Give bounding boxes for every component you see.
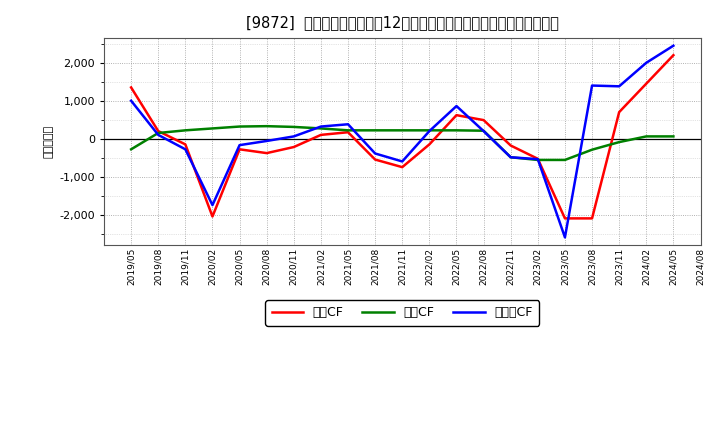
フリーCF bbox=[343, 121, 352, 127]
営業CF bbox=[480, 117, 488, 123]
フリーCF bbox=[506, 154, 515, 160]
Legend: 営業CF, 投資CF, フリーCF: 営業CF, 投資CF, フリーCF bbox=[265, 300, 539, 326]
投資CF bbox=[534, 157, 542, 162]
Y-axis label: （百万円）: （百万円） bbox=[44, 125, 54, 158]
フリーCF bbox=[262, 138, 271, 143]
営業CF bbox=[127, 85, 135, 90]
投資CF bbox=[669, 134, 678, 139]
営業CF bbox=[262, 150, 271, 156]
フリーCF bbox=[289, 134, 298, 139]
投資CF bbox=[588, 147, 596, 152]
営業CF bbox=[615, 110, 624, 115]
営業CF bbox=[642, 81, 651, 86]
フリーCF bbox=[642, 60, 651, 66]
Line: フリーCF: フリーCF bbox=[131, 46, 673, 237]
営業CF bbox=[371, 157, 379, 162]
フリーCF bbox=[561, 235, 570, 240]
Title: [9872]  キャッシュフローの12か月移動合計の対前年同期増減額の推移: [9872] キャッシュフローの12か月移動合計の対前年同期増減額の推移 bbox=[246, 15, 559, 30]
フリーCF bbox=[588, 83, 596, 88]
営業CF bbox=[343, 130, 352, 135]
投資CF bbox=[506, 154, 515, 160]
投資CF bbox=[127, 147, 135, 152]
フリーCF bbox=[371, 151, 379, 156]
投資CF bbox=[154, 130, 163, 136]
営業CF bbox=[289, 144, 298, 150]
フリーCF bbox=[425, 128, 433, 134]
フリーCF bbox=[398, 159, 407, 164]
投資CF bbox=[208, 126, 217, 131]
営業CF bbox=[561, 216, 570, 221]
投資CF bbox=[343, 128, 352, 133]
フリーCF bbox=[534, 157, 542, 162]
フリーCF bbox=[317, 124, 325, 129]
フリーCF bbox=[615, 84, 624, 89]
フリーCF bbox=[480, 128, 488, 134]
営業CF bbox=[534, 156, 542, 161]
フリーCF bbox=[127, 98, 135, 103]
フリーCF bbox=[154, 132, 163, 138]
営業CF bbox=[506, 143, 515, 148]
営業CF bbox=[317, 132, 325, 138]
投資CF bbox=[561, 157, 570, 162]
投資CF bbox=[642, 134, 651, 139]
営業CF bbox=[588, 216, 596, 221]
フリーCF bbox=[235, 143, 244, 148]
営業CF bbox=[398, 165, 407, 170]
投資CF bbox=[452, 128, 461, 133]
営業CF bbox=[425, 142, 433, 147]
投資CF bbox=[289, 124, 298, 129]
投資CF bbox=[371, 128, 379, 133]
投資CF bbox=[317, 126, 325, 131]
Line: 営業CF: 営業CF bbox=[131, 55, 673, 218]
投資CF bbox=[615, 139, 624, 145]
投資CF bbox=[398, 128, 407, 133]
フリーCF bbox=[208, 202, 217, 208]
営業CF bbox=[452, 113, 461, 118]
投資CF bbox=[480, 128, 488, 133]
営業CF bbox=[154, 128, 163, 134]
フリーCF bbox=[452, 103, 461, 109]
フリーCF bbox=[669, 43, 678, 48]
投資CF bbox=[262, 124, 271, 129]
フリーCF bbox=[181, 147, 189, 152]
Line: 投資CF: 投資CF bbox=[131, 126, 673, 160]
投資CF bbox=[235, 124, 244, 129]
投資CF bbox=[425, 128, 433, 133]
営業CF bbox=[235, 147, 244, 152]
投資CF bbox=[181, 128, 189, 133]
営業CF bbox=[181, 142, 189, 147]
営業CF bbox=[669, 52, 678, 58]
営業CF bbox=[208, 214, 217, 219]
